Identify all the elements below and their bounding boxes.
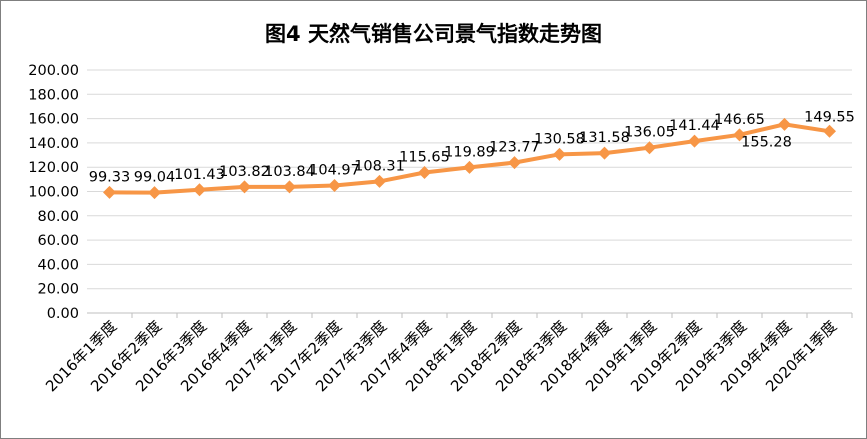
y-tick-label: 140.00 xyxy=(28,136,79,152)
y-tick-label: 20.00 xyxy=(37,282,79,298)
x-axis-ticks: 2016年1季度2016年2季度2016年3季度2016年4季度2017年1季度… xyxy=(42,313,853,395)
data-label: 130.58 xyxy=(534,131,585,147)
data-label: 101.43 xyxy=(174,167,225,183)
y-tick-label: 200.00 xyxy=(28,63,79,79)
data-label: 119.89 xyxy=(444,144,495,160)
data-point-marker xyxy=(148,186,161,200)
data-label: 103.82 xyxy=(219,164,270,180)
data-point-marker xyxy=(643,141,656,155)
y-tick-label: 0.00 xyxy=(47,306,79,322)
data-label: 104.97 xyxy=(309,162,360,178)
data-label: 149.55 xyxy=(804,109,855,125)
data-point-marker xyxy=(373,174,386,188)
y-tick-label: 180.00 xyxy=(28,87,79,103)
y-tick-label: 100.00 xyxy=(28,185,79,201)
data-label: 99.33 xyxy=(89,169,131,185)
data-point-marker xyxy=(193,183,206,197)
y-axis-ticks: 0.00 20.00 40.00 60.00 80.00 100.00 120.00 140.… xyxy=(28,63,79,322)
data-point-marker xyxy=(553,147,566,161)
data-label: 115.65 xyxy=(399,149,450,165)
data-label: 136.05 xyxy=(624,125,675,141)
data-point-marker xyxy=(418,165,431,179)
y-tick-label: 40.00 xyxy=(37,257,79,273)
data-label: 155.28 xyxy=(741,134,792,150)
data-point-marker xyxy=(238,180,251,194)
data-label: 123.77 xyxy=(489,140,540,156)
data-point-marker xyxy=(688,134,701,148)
data-point-marker xyxy=(463,160,476,174)
data-label: 131.58 xyxy=(579,130,630,146)
series-line-group xyxy=(103,117,836,200)
data-point-marker xyxy=(283,180,296,194)
y-tick-label: 60.00 xyxy=(37,233,79,249)
data-point-marker xyxy=(733,128,746,142)
chart-title: 图4 天然气销售公司景气指数走势图 xyxy=(265,22,602,46)
data-point-marker xyxy=(328,178,341,192)
data-label: 108.31 xyxy=(354,158,405,174)
data-label: 141.44 xyxy=(669,118,720,134)
data-label: 103.84 xyxy=(264,164,315,180)
y-tick-label: 80.00 xyxy=(37,209,79,225)
data-label: 146.65 xyxy=(714,112,765,128)
data-point-marker xyxy=(823,124,836,138)
data-label: 99.04 xyxy=(134,170,176,186)
data-point-marker xyxy=(598,146,611,160)
data-labels: 99.33 99.04101.43103.82103.84104.97108.31… xyxy=(89,109,855,185)
y-tick-label: 160.00 xyxy=(28,112,79,128)
data-point-marker xyxy=(778,117,791,131)
y-tick-label: 120.00 xyxy=(28,160,79,176)
data-point-marker xyxy=(508,156,521,170)
data-point-marker xyxy=(103,185,116,199)
